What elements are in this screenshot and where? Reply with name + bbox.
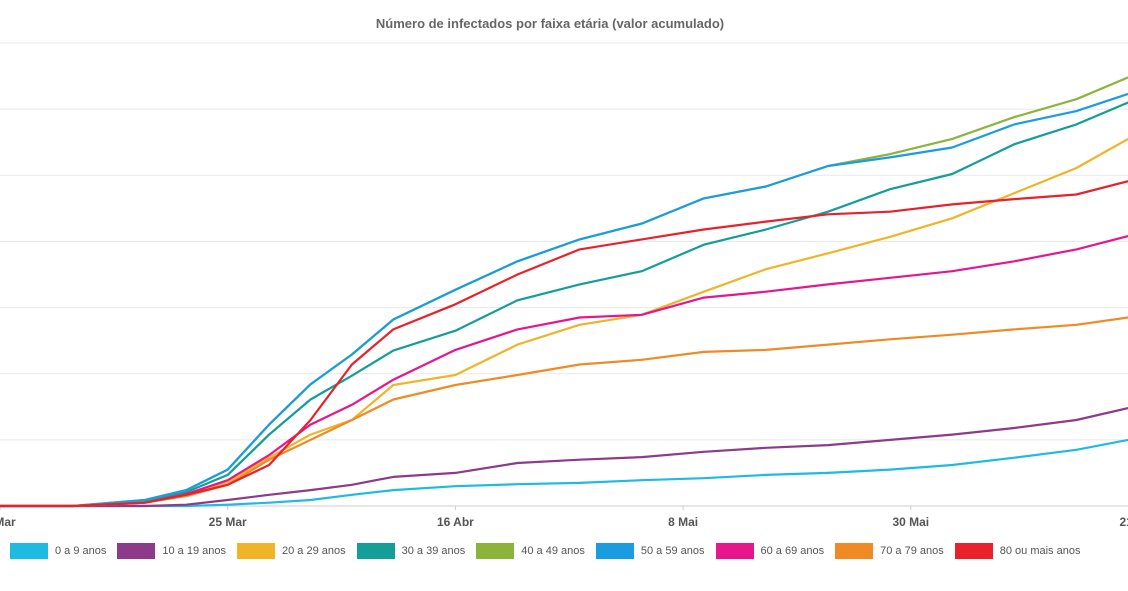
x-tick-label: 21 Jun	[1119, 515, 1128, 529]
x-tick-label: 16 Abr	[437, 515, 474, 529]
legend-item[interactable]: 70 a 79 anos	[835, 543, 944, 559]
legend-label: 40 a 49 anos	[521, 545, 585, 557]
series-line-40-a-49-anos	[0, 76, 1128, 508]
legend-label: 0 a 9 anos	[55, 545, 107, 557]
legend-item[interactable]: 50 a 59 anos	[595, 543, 705, 559]
legend-swatch	[117, 543, 156, 559]
legend-item[interactable]: 60 a 69 anos	[715, 543, 825, 559]
series-line-60-a-69-anos	[0, 235, 1128, 508]
series-line-0-a-9-anos	[0, 438, 1128, 508]
legend-item[interactable]: 10 a 19 anos	[117, 543, 226, 559]
legend: 0 a 9 anos 10 a 19 anos 20 a 29 anos 30 a 3…	[10, 543, 1091, 559]
legend-swatch	[715, 543, 754, 559]
series-line-20-a-29-anos	[0, 137, 1128, 508]
series-line-10-a-19-anos	[0, 407, 1128, 508]
legend-label: 50 a 59 anos	[640, 545, 705, 557]
legend-swatch	[356, 543, 395, 559]
legend-label: 80 ou mais anos	[999, 545, 1081, 557]
legend-label: 60 a 69 anos	[760, 545, 825, 557]
x-tick-label: 30 Mai	[892, 515, 929, 529]
legend-swatch	[835, 543, 874, 559]
legend-item[interactable]: 0 a 9 anos	[10, 543, 106, 559]
legend-item[interactable]: 40 a 49 anos	[476, 543, 585, 559]
legend-label: 10 a 19 anos	[162, 545, 226, 557]
legend-item[interactable]: 80 ou mais anos	[954, 543, 1081, 559]
legend-label: 20 a 29 anos	[282, 545, 346, 557]
x-tick-label: 25 Mar	[209, 515, 247, 529]
x-tick-label: 8 Mai	[668, 515, 698, 529]
legend-label: 30 a 39 anos	[401, 545, 466, 557]
legend-swatch	[476, 543, 515, 559]
series-line-80-ou-mais-anos	[0, 180, 1128, 508]
series-line-70-a-79-anos	[0, 316, 1128, 508]
legend-swatch	[954, 543, 993, 559]
legend-swatch	[237, 543, 275, 559]
x-tick-label: 3 Mar	[0, 515, 16, 529]
legend-swatch	[595, 543, 634, 559]
series-line-50-a-59-anos	[0, 92, 1128, 508]
legend-item[interactable]: 20 a 29 anos	[237, 543, 346, 559]
legend-item[interactable]: 30 a 39 anos	[356, 543, 466, 559]
legend-swatch	[10, 543, 48, 559]
series-line-30-a-39-anos	[0, 101, 1128, 508]
legend-label: 70 a 79 anos	[880, 545, 944, 557]
line-chart: 3 Mar 25 Mar 16 Abr 8 Mai 30 Mai 21 Jun	[0, 42, 1128, 529]
chart-title: Número de infectados por faixa etária (v…	[375, 16, 725, 31]
